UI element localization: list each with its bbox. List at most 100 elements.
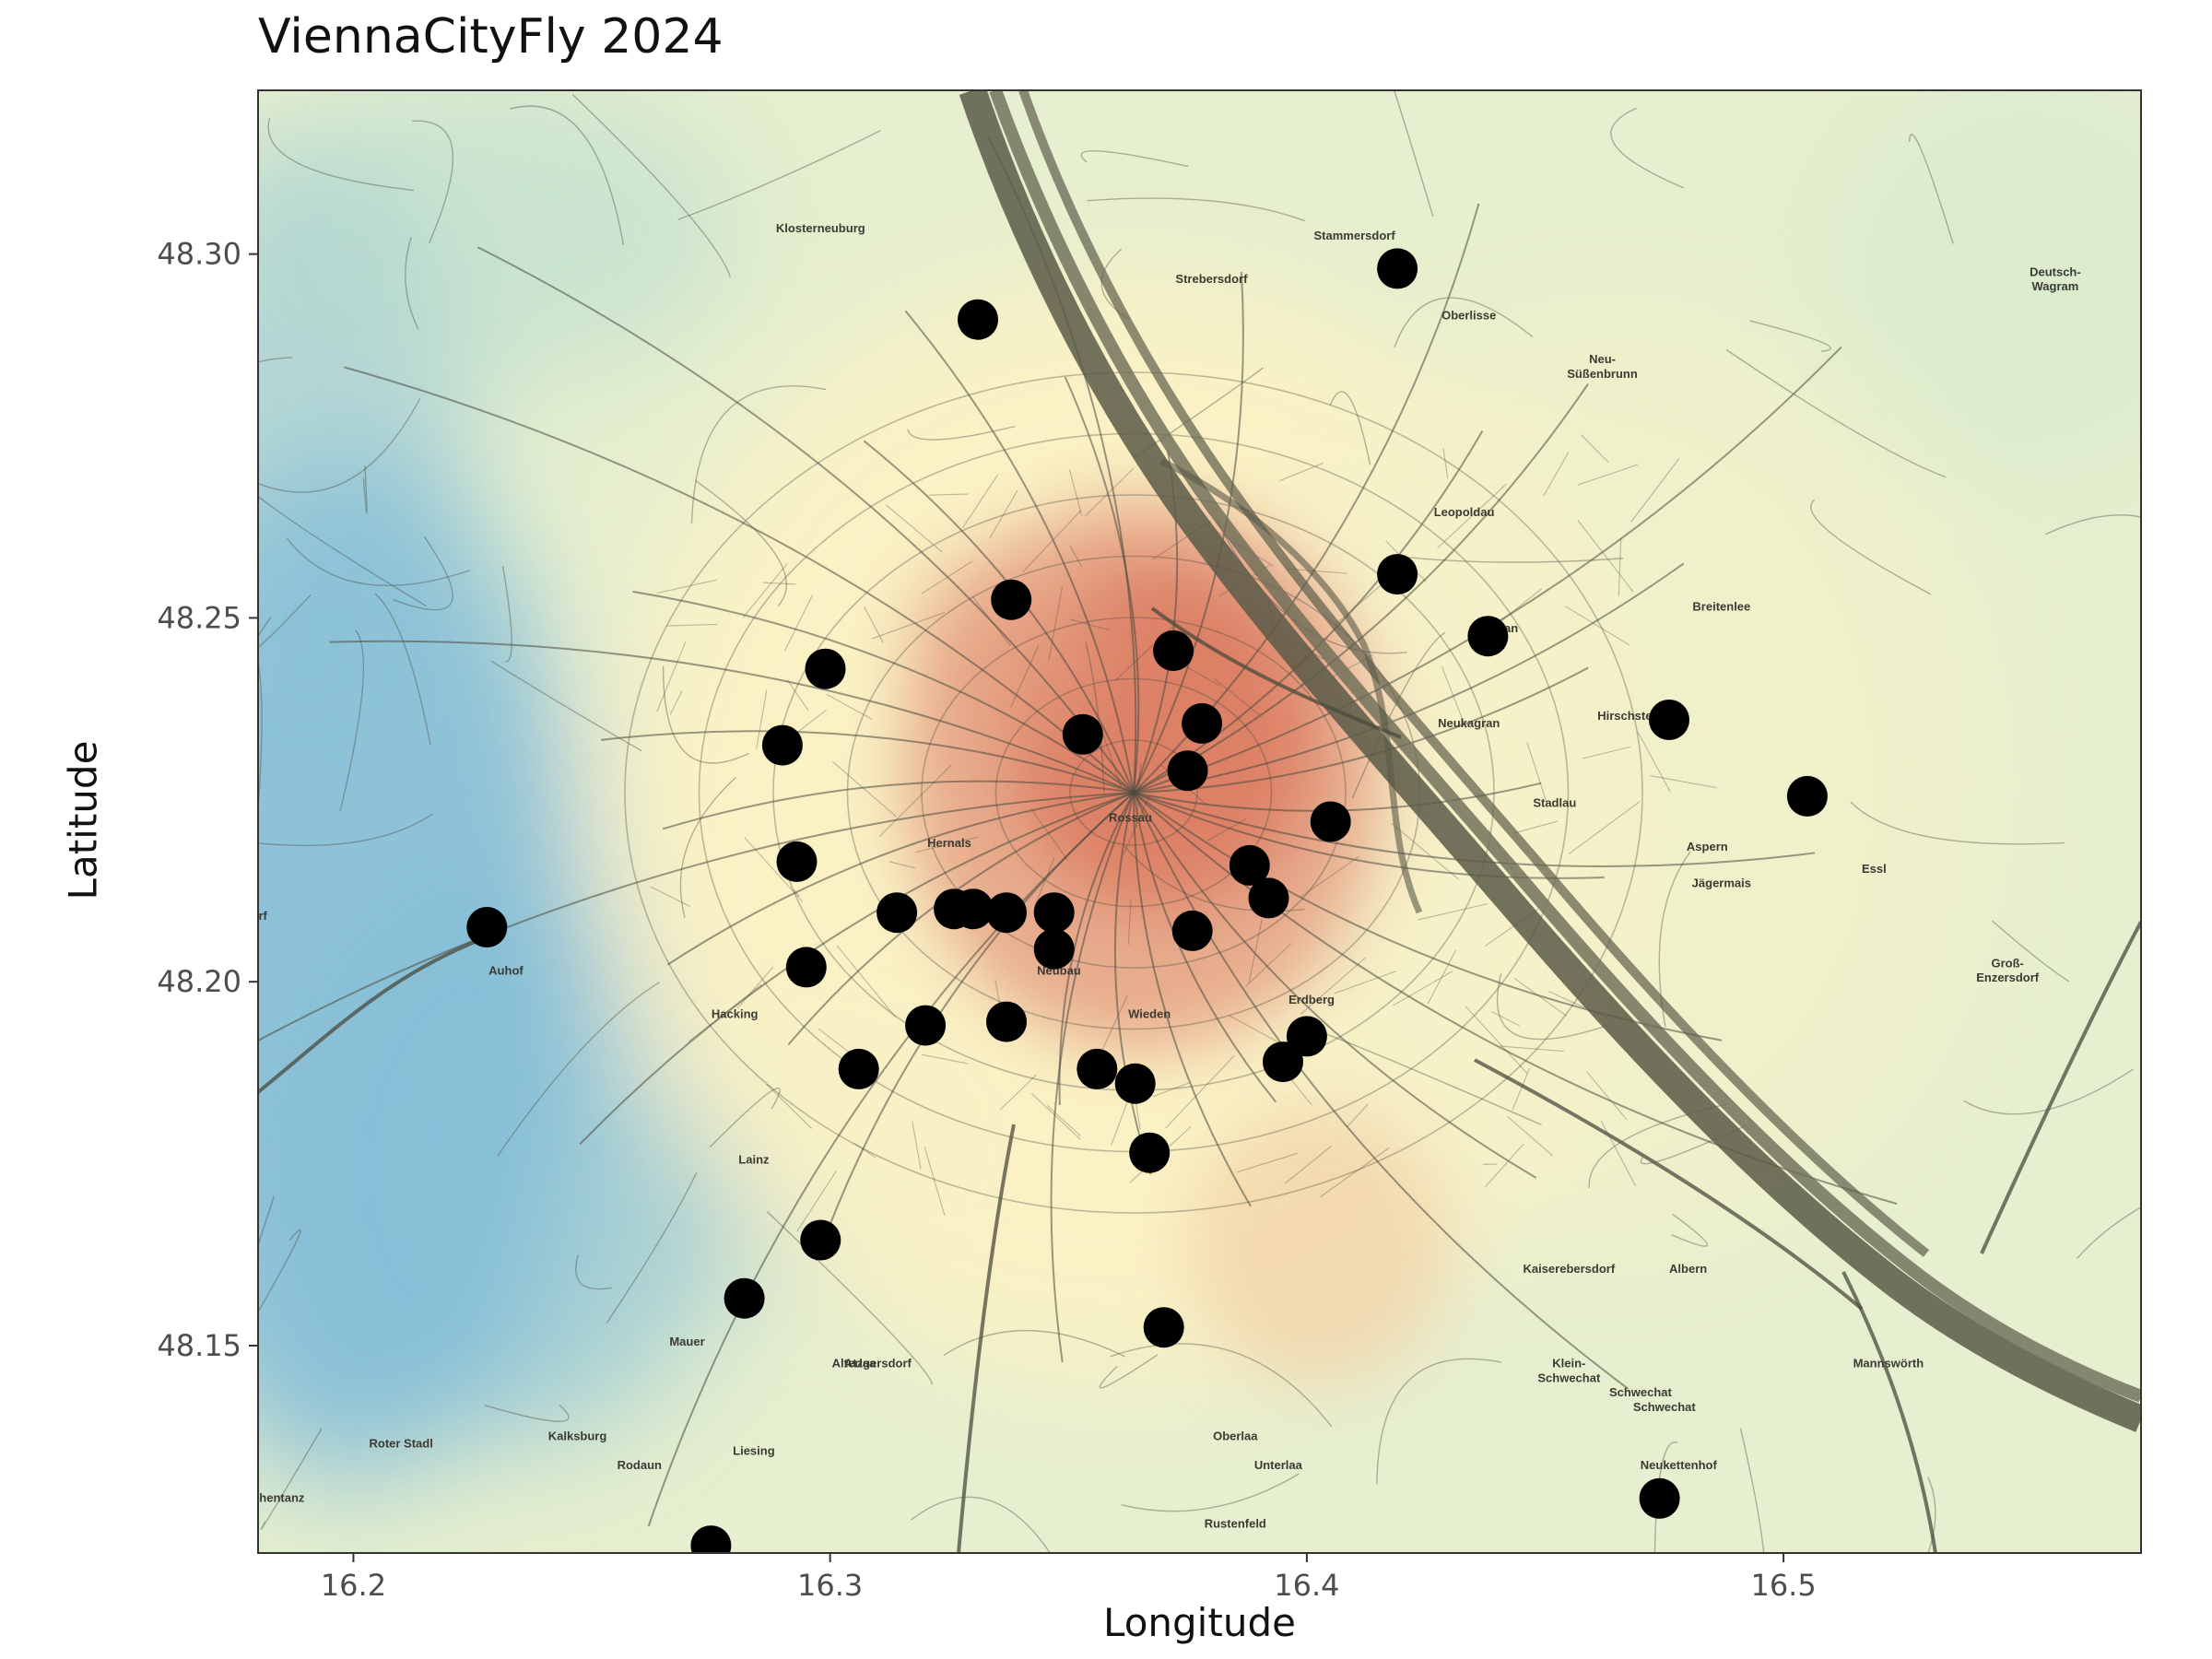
map-label: Hernals <box>927 836 971 850</box>
map-label: Essl <box>1862 862 1887 876</box>
panel-border <box>257 89 2142 1554</box>
map-label: Rossau <box>1109 811 1152 825</box>
map-label: Rustenfeld <box>1205 1516 1266 1530</box>
data-point[interactable] <box>690 1525 732 1566</box>
map-label: Kalksburg <box>548 1430 607 1443</box>
x-tick-label: 16.5 <box>1750 1568 1816 1603</box>
map-label: rf <box>258 909 267 923</box>
map-label: Alterlaa <box>832 1357 877 1371</box>
map-label: Neukagran <box>1438 716 1500 730</box>
data-point[interactable] <box>466 907 508 947</box>
data-point[interactable] <box>1286 1016 1327 1057</box>
data-point[interactable] <box>1033 892 1075 934</box>
data-point[interactable] <box>1182 702 1223 744</box>
y-tick-label: 48.15 <box>157 1328 241 1363</box>
map-label: Strebersdorf <box>1175 272 1248 286</box>
map-label: Unterlaa <box>1254 1458 1303 1472</box>
data-point[interactable] <box>952 888 994 930</box>
data-point[interactable] <box>1229 844 1270 886</box>
map-label: Klosterneuburg <box>776 221 865 235</box>
map-label: Breitenlee <box>1692 600 1750 614</box>
map-label: Groß- <box>1991 956 2023 970</box>
y-tick-label: 48.25 <box>157 600 241 635</box>
x-tick-label: 16.3 <box>797 1568 863 1603</box>
data-point[interactable] <box>905 1005 947 1046</box>
data-point[interactable] <box>991 579 1032 620</box>
x-axis-label: Longitude <box>1103 1600 1296 1645</box>
data-point[interactable] <box>1171 910 1213 951</box>
map-place-labels: Klosterneuburg Stammersdorf Strebersdorf Ob… <box>258 221 2080 1530</box>
data-point[interactable] <box>1129 1132 1171 1173</box>
data-point[interactable] <box>1649 700 1689 740</box>
data-point[interactable] <box>1077 1048 1118 1089</box>
map-label: Stammersdorf <box>1314 229 1396 242</box>
map-label: Enzersdorf <box>1976 971 2040 984</box>
data-point[interactable] <box>1062 713 1103 755</box>
y-tick-label: 48.20 <box>157 964 241 999</box>
map-panel[interactable]: Klosterneuburg Stammersdorf Strebersdorf Ob… <box>111 73 2212 1641</box>
data-point[interactable] <box>785 947 827 988</box>
map-label: hentanz <box>259 1491 305 1505</box>
map-label: Neukettenhof <box>1641 1458 1718 1472</box>
map-label: Lainz <box>738 1153 770 1167</box>
data-point[interactable] <box>800 1219 841 1261</box>
map-label: Stadlau <box>1533 796 1576 810</box>
map-label: Albern <box>1669 1262 1707 1276</box>
data-point[interactable] <box>986 1001 1027 1042</box>
data-point[interactable] <box>1248 877 1289 919</box>
map-label: Atzgersdorf <box>844 1357 912 1371</box>
motorways <box>258 606 2141 1553</box>
map-label: Deutsch- <box>2030 265 2081 278</box>
data-point[interactable] <box>877 892 918 934</box>
map-label: Oberlaa <box>1213 1430 1258 1443</box>
map-label: Erdberg <box>1288 993 1335 1006</box>
data-point[interactable] <box>1639 1477 1680 1519</box>
data-point[interactable] <box>776 841 818 882</box>
map-label: Leopoldau <box>1434 505 1495 519</box>
data-point[interactable] <box>724 1277 765 1319</box>
data-point[interactable] <box>986 892 1027 934</box>
map-label: Schwechat <box>1609 1385 1673 1399</box>
map-label: Liesing <box>733 1443 775 1457</box>
map-label: Schwechat <box>1633 1400 1697 1414</box>
data-point[interactable] <box>1143 1307 1184 1348</box>
map-label: Wagram <box>2031 279 2078 293</box>
map-label: Kaiserebersdorf <box>1523 1262 1615 1276</box>
data-point[interactable] <box>1786 775 1828 817</box>
map-label: Oberlisse <box>1441 309 1496 323</box>
map-label: Klein- <box>1552 1357 1585 1371</box>
danube-river <box>959 90 2141 1432</box>
data-point[interactable] <box>1310 801 1351 842</box>
data-point[interactable] <box>805 648 846 689</box>
axes: 16.2 16.3 16.4 16.5 48.15 48.20 48.25 48.30 <box>157 237 1816 1603</box>
x-tick-label: 16.2 <box>321 1568 386 1603</box>
map-label: Mannswörth <box>1853 1357 1924 1371</box>
data-point[interactable] <box>958 299 998 340</box>
map-label: Schwechat <box>1537 1371 1601 1384</box>
data-points[interactable] <box>466 248 1828 1566</box>
data-point[interactable] <box>1033 928 1075 970</box>
data-point[interactable] <box>1377 248 1418 289</box>
map-label: Neu- <box>1589 352 1616 366</box>
map-label: Mauer <box>669 1335 704 1348</box>
map-label: Hacking <box>712 1007 759 1021</box>
data-point[interactable] <box>1263 1041 1303 1083</box>
data-point[interactable] <box>838 1048 879 1089</box>
map-label: Aspern <box>1687 840 1728 853</box>
data-point[interactable] <box>761 724 803 766</box>
data-point[interactable] <box>1114 1063 1156 1104</box>
map-label: Süßenbrunn <box>1567 367 1638 381</box>
data-point[interactable] <box>1167 750 1208 792</box>
map-label: Roter Stadl <box>369 1437 432 1451</box>
x-tick-label: 16.4 <box>1274 1568 1339 1603</box>
y-tick-label: 48.30 <box>157 237 241 272</box>
data-point[interactable] <box>1153 630 1194 671</box>
data-point[interactable] <box>1377 554 1418 595</box>
map-label: Jägermais <box>1692 877 1751 890</box>
map-label: Rodaun <box>618 1458 662 1472</box>
chart-title: ViennaCityFly 2024 <box>258 9 724 65</box>
map-label: Auhof <box>488 963 524 977</box>
data-point[interactable] <box>1467 616 1509 657</box>
map-label: Wieden <box>1128 1007 1171 1021</box>
